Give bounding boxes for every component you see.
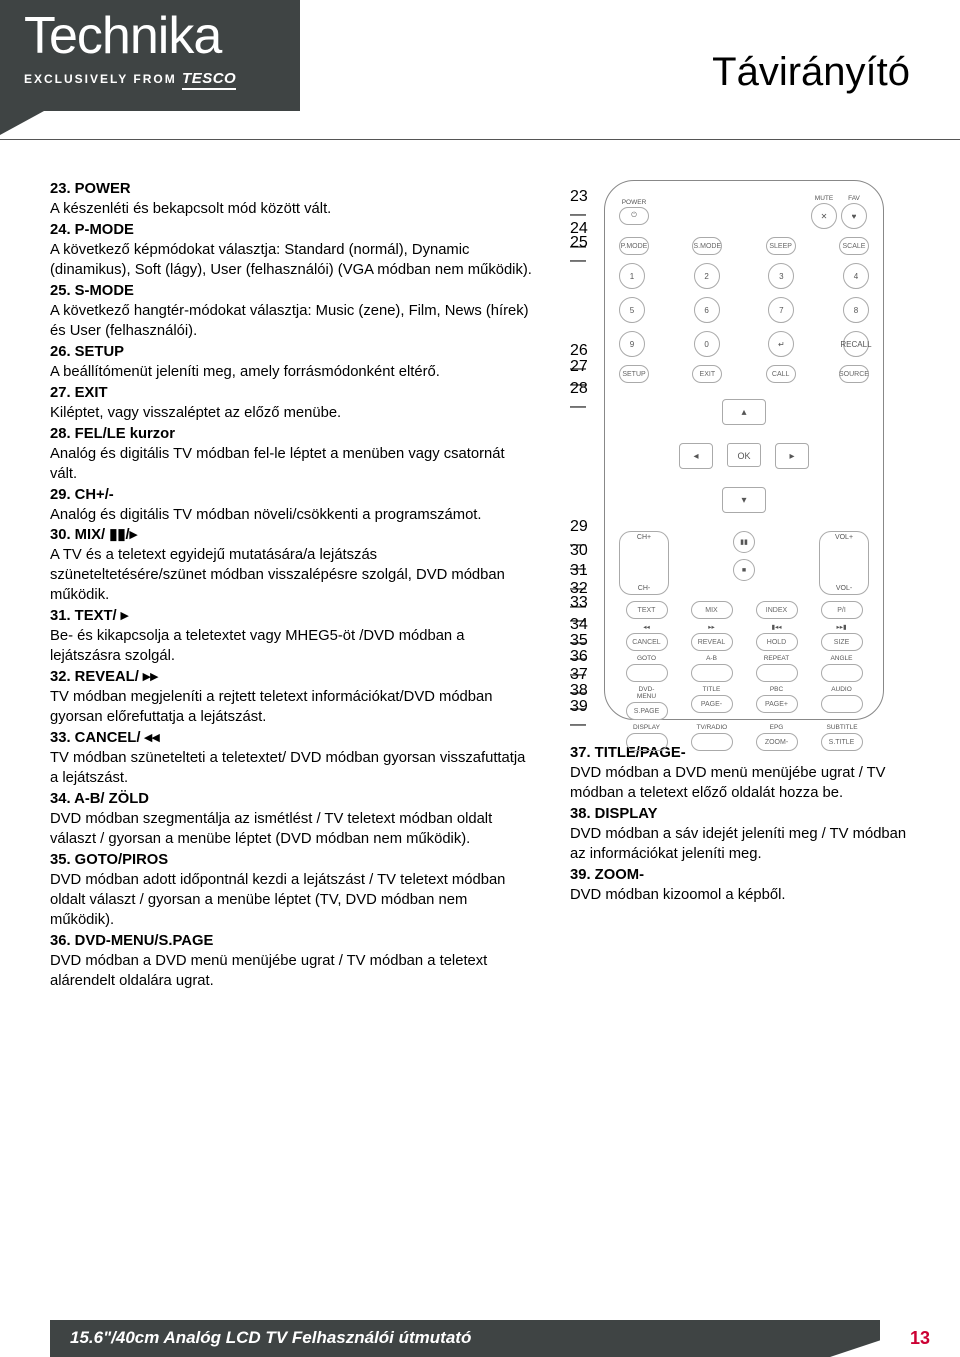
key-1[interactable]: 1 bbox=[619, 263, 645, 289]
key-0[interactable]: 0 bbox=[694, 331, 720, 357]
pause-button[interactable]: ▮▮ bbox=[733, 531, 755, 553]
cancel-button[interactable]: CANCEL bbox=[626, 633, 668, 651]
key-5[interactable]: 5 bbox=[619, 297, 645, 323]
key-↵[interactable]: ↵ bbox=[768, 331, 794, 357]
key-8[interactable]: 8 bbox=[843, 297, 869, 323]
angle-button[interactable] bbox=[821, 664, 863, 682]
s.page-button[interactable]: S.PAGE bbox=[626, 702, 668, 720]
callout-28: 28— bbox=[570, 380, 598, 416]
entry-34: 34. A-B/ ZÖLDDVD módban szegmentálja az … bbox=[50, 790, 534, 850]
entry-32: 32. REVEAL/ ▸▸TV módban megjeleníti a re… bbox=[50, 668, 534, 728]
arrow-right[interactable]: ▸ bbox=[775, 443, 809, 469]
mute-button[interactable]: ✕ bbox=[811, 203, 837, 229]
page-title: Távirányító bbox=[712, 50, 910, 95]
dpad: ▴ ▾ ◂ ▸ OK bbox=[679, 391, 809, 521]
setup-button[interactable]: SETUP bbox=[619, 365, 649, 383]
callout-25: 25— bbox=[570, 234, 598, 270]
entry-33: 33. CANCEL/ ◂◂TV módban szünetelteti a t… bbox=[50, 729, 534, 789]
s.mode-button[interactable]: S.MODE bbox=[692, 237, 722, 255]
entry-35: 35. GOTO/PIROSDVD módban adott időpontná… bbox=[50, 851, 534, 931]
sleep-button[interactable]: SLEEP bbox=[766, 237, 796, 255]
entry-26: 26. SETUPA beállítómenüt jeleníti meg, a… bbox=[50, 343, 534, 383]
callout-39: 39— bbox=[570, 698, 598, 734]
description-column-left: 23. POWERA készenléti és bekapcsolt mód … bbox=[50, 180, 534, 993]
key-4[interactable]: 4 bbox=[843, 263, 869, 289]
arrow-up[interactable]: ▴ bbox=[722, 399, 766, 425]
entry-28: 28. FEL/LE kurzorAnalóg és digitális TV … bbox=[50, 425, 534, 485]
source-button[interactable]: SOURCE bbox=[839, 365, 869, 383]
footer: 15.6"/40cm Analóg LCD TV Felhasználói út… bbox=[0, 1320, 960, 1357]
ok-button[interactable]: OK bbox=[727, 443, 761, 467]
a-b-button[interactable] bbox=[691, 664, 733, 682]
remote-diagram: POWER⏻MUTE✕FAV♥P.MODES.MODESLEEPSCALE123… bbox=[604, 180, 884, 720]
brand-name: Technika bbox=[24, 6, 276, 66]
display-button[interactable] bbox=[626, 733, 668, 751]
fav-button[interactable]: ♥ bbox=[841, 203, 867, 229]
entry-29: 29. CH+/-Analóg és digitális TV módban n… bbox=[50, 486, 534, 526]
brand-logo: Technika EXCLUSIVELY FROM TESCO bbox=[0, 0, 300, 111]
key-7[interactable]: 7 bbox=[768, 297, 794, 323]
entry-31: 31. TEXT/ ▸Be- és kikapcsolja a teletext… bbox=[50, 607, 534, 667]
callout-numbers: 23—24—25—26—27—28—29—30—31—32—33—34—35—3… bbox=[570, 180, 598, 720]
tv/radio-button[interactable] bbox=[691, 733, 733, 751]
arrow-left[interactable]: ◂ bbox=[679, 443, 713, 469]
key-3[interactable]: 3 bbox=[768, 263, 794, 289]
p.mode-button[interactable]: P.MODE bbox=[619, 237, 649, 255]
mix-button[interactable]: MIX bbox=[691, 601, 733, 619]
volume-rocker[interactable]: VOL+VOL- bbox=[819, 531, 869, 595]
callout-23: 23— bbox=[570, 188, 598, 224]
exit-button[interactable]: EXIT bbox=[692, 365, 722, 383]
page+-button[interactable]: PAGE+ bbox=[756, 695, 798, 713]
goto-button[interactable] bbox=[626, 664, 668, 682]
key-6[interactable]: 6 bbox=[694, 297, 720, 323]
power-button[interactable]: ⏻ bbox=[619, 207, 649, 225]
entry-36: 36. DVD-MENU/S.PAGEDVD módban a DVD menü… bbox=[50, 932, 534, 992]
reveal-button[interactable]: REVEAL bbox=[691, 633, 733, 651]
index-button[interactable]: INDEX bbox=[756, 601, 798, 619]
repeat-button[interactable] bbox=[756, 664, 798, 682]
entry-27: 27. EXITKiléptet, vagy visszaléptet az e… bbox=[50, 384, 534, 424]
entry-25: 25. S-MODEA következő hangtér-módokat vá… bbox=[50, 282, 534, 342]
text-button[interactable]: TEXT bbox=[626, 601, 668, 619]
key-9[interactable]: 9 bbox=[619, 331, 645, 357]
channel-rocker[interactable]: CH+CH- bbox=[619, 531, 669, 595]
key-2[interactable]: 2 bbox=[694, 263, 720, 289]
key-RECALL[interactable]: RECALL bbox=[843, 331, 869, 357]
stop-button[interactable]: ■ bbox=[733, 559, 755, 581]
audio-button[interactable] bbox=[821, 695, 863, 713]
call-button[interactable]: CALL bbox=[766, 365, 796, 383]
entry-39: 39. ZOOM-DVD módban kizoomol a képből. bbox=[570, 866, 910, 906]
footer-title: 15.6"/40cm Analóg LCD TV Felhasználói út… bbox=[50, 1320, 830, 1357]
entry-24: 24. P-MODEA következő képmódokat választ… bbox=[50, 221, 534, 281]
entry-38: 38. DISPLAYDVD módban a sáv idejét jelen… bbox=[570, 805, 910, 865]
page--button[interactable]: PAGE- bbox=[691, 695, 733, 713]
brand-subtitle: EXCLUSIVELY FROM TESCO bbox=[24, 70, 276, 87]
description-column-right: 37. TITLE/PAGE-DVD módban a DVD menü men… bbox=[570, 744, 910, 906]
zoom--button[interactable]: ZOOM- bbox=[756, 733, 798, 751]
scale-button[interactable]: SCALE bbox=[839, 237, 869, 255]
p/i-button[interactable]: P/I bbox=[821, 601, 863, 619]
entry-30: 30. MIX/ ▮▮/▸A TV és a teletext egyidejű… bbox=[50, 526, 534, 606]
entry-23: 23. POWERA készenléti és bekapcsolt mód … bbox=[50, 180, 534, 220]
page-number: 13 bbox=[880, 1320, 960, 1357]
hold-button[interactable]: HOLD bbox=[756, 633, 798, 651]
s.title-button[interactable]: S.TITLE bbox=[821, 733, 863, 751]
entry-37: 37. TITLE/PAGE-DVD módban a DVD menü men… bbox=[570, 744, 910, 804]
size-button[interactable]: SIZE bbox=[821, 633, 863, 651]
arrow-down[interactable]: ▾ bbox=[722, 487, 766, 513]
